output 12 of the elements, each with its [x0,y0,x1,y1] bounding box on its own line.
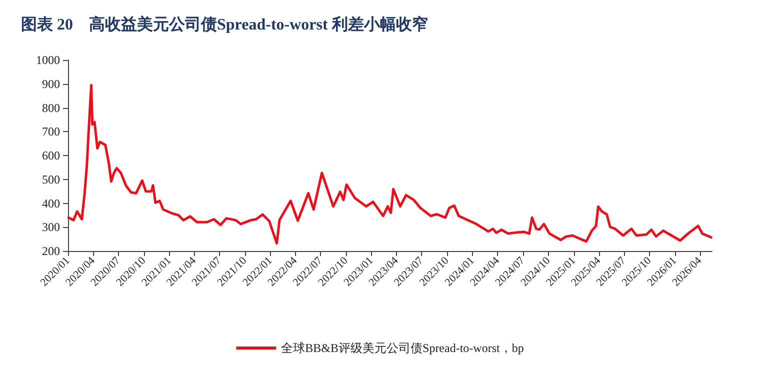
y-tick-label: 300 [42,220,60,234]
y-tick-label: 1000 [36,53,60,67]
y-tick-label: 200 [42,244,60,258]
y-tick-label: 500 [42,172,60,186]
y-tick-label: 700 [42,124,60,139]
y-tick-label: 600 [42,148,60,162]
y-tick-label: 400 [42,196,60,210]
chart-title: 图表 20 高收益美元公司债Spread-to-worst 利差小幅收窄 [21,14,428,34]
line-series [67,84,712,245]
legend-label: 全球BB&B评级美元公司债Spread-to-worst，bp [281,341,524,355]
y-tick-label: 900 [42,76,60,91]
y-tick-label: 800 [42,100,60,115]
